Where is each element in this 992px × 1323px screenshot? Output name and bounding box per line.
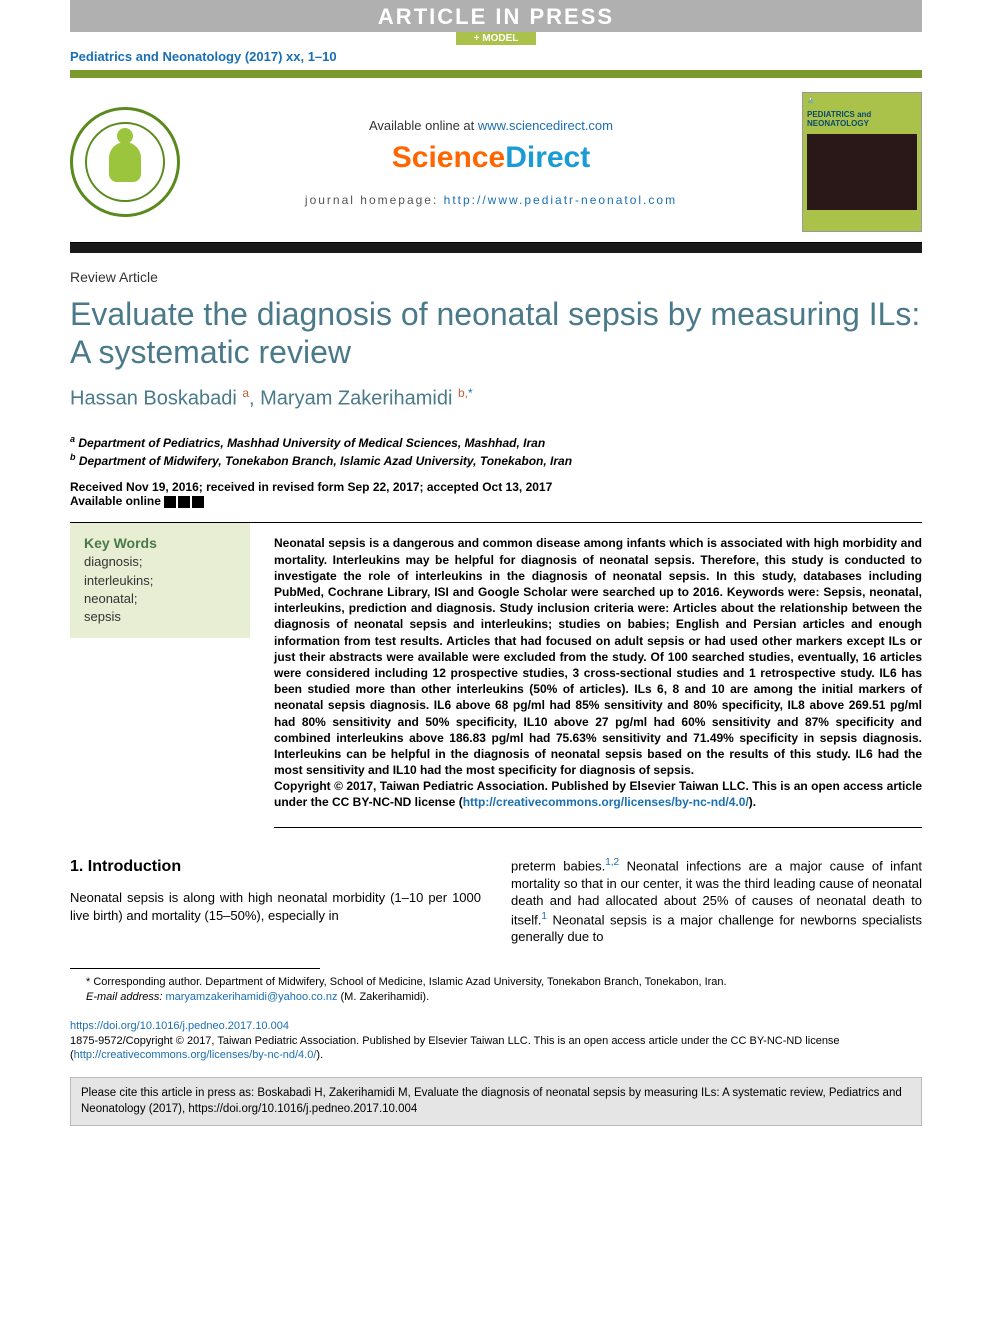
- copyright-line-post: ).: [316, 1049, 323, 1061]
- cover-title: PEDIATRICS and NEONATOLOGY: [807, 110, 917, 128]
- society-logo: [70, 107, 180, 217]
- model-badge: + MODEL: [456, 32, 536, 45]
- footnote-corr-text: * Corresponding author. Department of Mi…: [86, 976, 727, 988]
- redacted-block-icon: [178, 496, 190, 508]
- redacted-block-icon: [164, 496, 176, 508]
- cite-this-box: Please cite this article in press as: Bo…: [70, 1077, 922, 1126]
- homepage-label: journal homepage:: [305, 193, 444, 207]
- sciencedirect-logo: ScienceDirect: [198, 141, 784, 175]
- header-center: Available online at www.sciencedirect.co…: [198, 118, 784, 207]
- article-in-press-banner: ARTICLE IN PRESS: [70, 0, 922, 32]
- body-columns: 1. Introduction Neonatal sepsis is along…: [70, 856, 922, 946]
- cc-license-link[interactable]: http://creativecommons.org/licenses/by-n…: [463, 795, 749, 809]
- corresponding-footnote: * Corresponding author. Department of Mi…: [0, 969, 992, 1005]
- society-logo-inner: [85, 122, 165, 202]
- article-title: Evaluate the diagnosis of neonatal sepsi…: [70, 295, 922, 372]
- affiliation-b-text: Department of Midwifery, Tonekabon Branc…: [79, 454, 572, 468]
- abstract-body: Neonatal sepsis is a dangerous and commo…: [274, 536, 922, 777]
- author-2-aff: b,: [458, 386, 468, 400]
- dark-rule: [70, 243, 922, 253]
- article-type: Review Article: [70, 269, 922, 285]
- section-heading-intro: 1. Introduction: [70, 856, 481, 878]
- available-online-text: Available online at www.sciencedirect.co…: [198, 118, 784, 133]
- child-icon: [109, 142, 141, 182]
- affiliation-a-text: Department of Pediatrics, Mashhad Univer…: [78, 436, 545, 450]
- sd-part1: Science: [392, 141, 505, 174]
- author-sep: ,: [249, 387, 260, 409]
- affiliation-b: b Department of Midwifery, Tonekabon Bra…: [70, 452, 922, 468]
- available-online: Available online: [70, 494, 922, 508]
- column-left: 1. Introduction Neonatal sepsis is along…: [70, 856, 481, 946]
- keywords-box: Key Words diagnosis; interleukins; neona…: [70, 523, 250, 638]
- keywords-heading: Key Words: [84, 535, 236, 551]
- reference-link[interactable]: 1,2: [605, 857, 619, 868]
- cc-license-link[interactable]: http://creativecommons.org/licenses/by-n…: [74, 1049, 317, 1061]
- email-label: E-mail address:: [86, 991, 165, 1003]
- redacted-block-icon: [192, 496, 204, 508]
- intro-col1-text: Neonatal sepsis is along with high neona…: [70, 890, 481, 923]
- abstract-row: Key Words diagnosis; interleukins; neona…: [70, 523, 922, 822]
- authors: Hassan Boskabadi a, Maryam Zakerihamidi …: [70, 386, 922, 411]
- abstract-text: Neonatal sepsis is a dangerous and commo…: [274, 523, 922, 822]
- intro-col2-post: Neonatal sepsis is a major challenge for…: [511, 912, 922, 945]
- author-1-aff: a: [242, 386, 249, 400]
- corresponding-mark: *: [468, 386, 473, 400]
- keyword-item: diagnosis;: [84, 553, 236, 571]
- email-link[interactable]: maryamzakerihamidi@yahoo.co.nz: [165, 991, 337, 1003]
- page: ARTICLE IN PRESS + MODEL Pediatrics and …: [0, 0, 992, 1126]
- sciencedirect-link[interactable]: www.sciencedirect.com: [478, 118, 613, 133]
- available-online-label: Available online: [70, 494, 164, 508]
- green-rule: [70, 70, 922, 78]
- abstract-bottom-rule: [274, 827, 922, 828]
- sd-part2: Direct: [505, 141, 590, 174]
- keyword-item: neonatal;: [84, 590, 236, 608]
- column-right: preterm babies.1,2 Neonatal infections a…: [511, 856, 922, 946]
- journal-cover-thumb: 🔬 PEDIATRICS and NEONATOLOGY: [802, 92, 922, 232]
- affiliation-a: a Department of Pediatrics, Mashhad Univ…: [70, 434, 922, 450]
- abstract-copyright-post: ).: [749, 795, 756, 809]
- author-2: Maryam Zakerihamidi: [260, 387, 458, 409]
- cover-image: [807, 134, 917, 210]
- doi-link[interactable]: https://doi.org/10.1016/j.pedneo.2017.10…: [70, 1020, 289, 1032]
- intro-col2-pre: preterm babies.: [511, 858, 605, 873]
- email-post: (M. Zakerihamidi).: [337, 991, 429, 1003]
- doi-block: https://doi.org/10.1016/j.pedneo.2017.10…: [0, 1005, 992, 1072]
- article-content: Review Article Evaluate the diagnosis of…: [0, 253, 992, 946]
- available-label: Available online at: [369, 118, 478, 133]
- citation-line: Pediatrics and Neonatology (2017) xx, 1–…: [0, 49, 992, 64]
- journal-homepage: journal homepage: http://www.pediatr-neo…: [198, 193, 784, 207]
- received-dates: Received Nov 19, 2016; received in revis…: [70, 480, 922, 494]
- author-1: Hassan Boskabadi: [70, 387, 242, 409]
- journal-header: Available online at www.sciencedirect.co…: [70, 78, 922, 243]
- keyword-item: sepsis: [84, 608, 236, 626]
- keyword-item: interleukins;: [84, 572, 236, 590]
- homepage-link[interactable]: http://www.pediatr-neonatol.com: [444, 193, 677, 207]
